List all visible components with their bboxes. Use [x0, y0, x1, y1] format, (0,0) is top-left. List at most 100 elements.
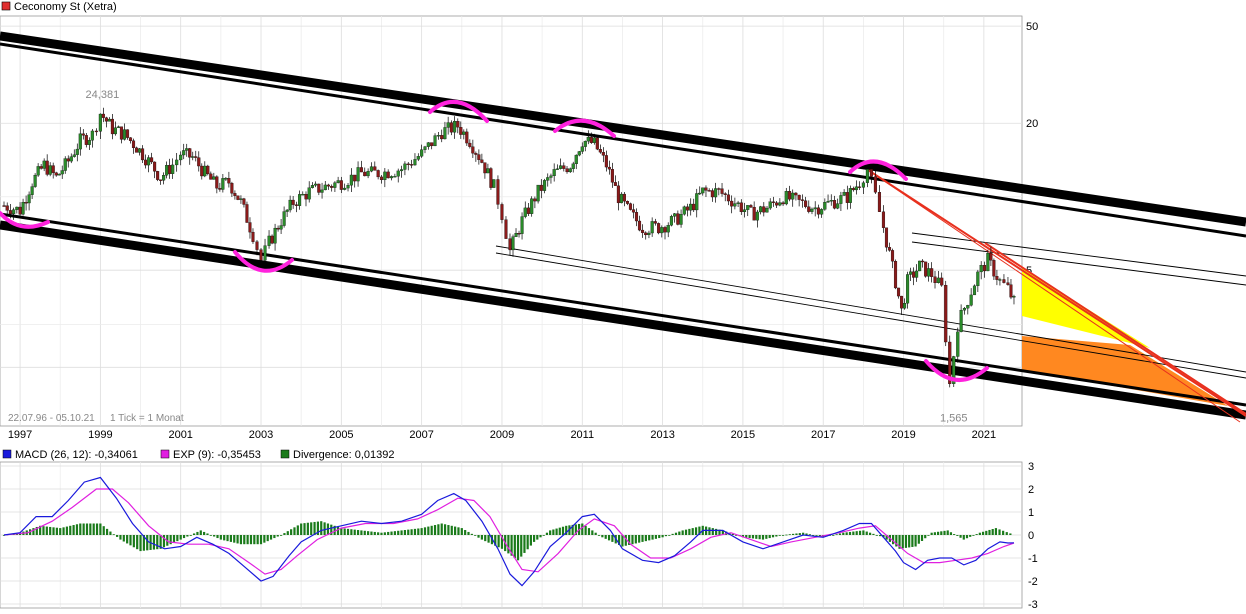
candle-body: [676, 213, 680, 225]
divergence-bar: [213, 535, 216, 537]
divergence-bar: [972, 535, 975, 536]
candle-body: [989, 253, 993, 261]
divergence-bar: [474, 535, 477, 536]
candle-body: [336, 180, 340, 183]
divergence-bar: [223, 535, 226, 541]
candle-body: [113, 127, 117, 135]
divergence-bar: [316, 521, 320, 535]
candle-body: [480, 159, 484, 163]
candle-body: [816, 207, 820, 215]
candle-body: [771, 201, 775, 203]
divergence-bar: [440, 523, 443, 535]
candle-body: [1012, 296, 1016, 298]
candle-body: [749, 205, 753, 208]
arc-low-2020: [924, 359, 989, 382]
divergence-bar: [79, 523, 82, 535]
divergence-bar: [911, 535, 914, 547]
candle-body: [829, 200, 833, 202]
candle-body: [270, 235, 274, 244]
divergence-bar: [946, 530, 949, 535]
candle-body: [906, 274, 910, 304]
candle-body: [24, 202, 28, 204]
divergence-bar: [597, 535, 601, 536]
divergence-bar: [858, 530, 862, 535]
divergence-bar: [507, 535, 510, 554]
divergence-bar: [497, 535, 500, 548]
candle-series: [2, 107, 1016, 388]
divergence-bar: [917, 535, 920, 544]
divergence-bar: [975, 534, 978, 535]
candle-body: [423, 146, 427, 150]
candle-body: [443, 127, 447, 140]
x-tick-label: 2009: [490, 429, 514, 441]
divergence-bar: [263, 535, 266, 543]
divergence-bar: [892, 535, 895, 545]
divergence-bar: [367, 531, 370, 535]
candle-body: [137, 148, 142, 153]
divergence-bar: [172, 535, 176, 543]
candle-body: [436, 135, 440, 137]
candle-body: [182, 150, 186, 156]
candle-body: [185, 148, 189, 151]
divergence-bar: [943, 530, 946, 535]
candle-body: [285, 209, 289, 212]
divergence-bar: [872, 533, 875, 535]
candle-body: [726, 194, 731, 202]
divergence-bar: [330, 524, 333, 535]
divergence-bar: [581, 523, 584, 535]
candle-body: [483, 162, 487, 174]
divergence-bar: [998, 529, 1001, 535]
divergence-bar: [500, 535, 504, 549]
divergence-bar: [69, 525, 72, 535]
divergence-bar: [196, 531, 199, 535]
candle-body: [915, 270, 919, 278]
candle-body: [637, 220, 642, 231]
divergence-bar: [539, 535, 542, 538]
divergence-bar: [1005, 532, 1008, 535]
candle-body: [456, 121, 460, 128]
candle-body: [733, 203, 737, 207]
divergence-bar: [420, 528, 423, 535]
recent-channel-lower: [911, 241, 1246, 286]
divergence-bar: [668, 535, 671, 536]
mid-channel-upper: [495, 245, 1246, 373]
candle-body: [839, 195, 843, 204]
candle-body: [589, 136, 593, 143]
divergence-bar: [487, 535, 490, 543]
candle-body: [568, 168, 572, 173]
candle-body: [959, 309, 963, 333]
divergence-bar: [413, 528, 417, 535]
candle-body: [15, 206, 19, 210]
candle-body: [69, 156, 73, 162]
candle-body: [628, 203, 633, 210]
candle-body: [514, 233, 518, 237]
divergence-bar: [494, 535, 497, 546]
candle-body: [912, 271, 916, 278]
candle-body: [346, 185, 350, 189]
x-tick-label: 2015: [731, 429, 755, 441]
candle-body: [666, 225, 670, 233]
trend-channels: [0, 31, 1246, 423]
candle-body: [807, 206, 811, 212]
macd-legend: MACD (26, 12): -0,34061 EXP (9): -0,3545…: [2, 449, 395, 461]
candle-body: [359, 167, 363, 173]
candle-body: [562, 165, 566, 169]
upper-channel-thin: [0, 42, 1246, 238]
candle-body: [640, 229, 645, 233]
candle-body: [800, 199, 804, 201]
divergence-bar: [526, 535, 529, 550]
divergence-bar: [219, 535, 222, 540]
divergence-bar: [102, 526, 105, 535]
divergence-bar: [852, 531, 855, 535]
divergence-bar: [949, 532, 953, 535]
divergence-bar: [552, 529, 555, 535]
divergence-bar: [920, 535, 924, 541]
divergence-bar: [410, 529, 413, 535]
candle-body: [212, 176, 216, 180]
divergence-bar: [956, 535, 959, 536]
candle-body: [739, 202, 743, 213]
divergence-bar: [45, 526, 48, 535]
divergence-bar: [875, 535, 878, 536]
candle-body: [979, 265, 983, 273]
candle-body: [101, 113, 105, 118]
